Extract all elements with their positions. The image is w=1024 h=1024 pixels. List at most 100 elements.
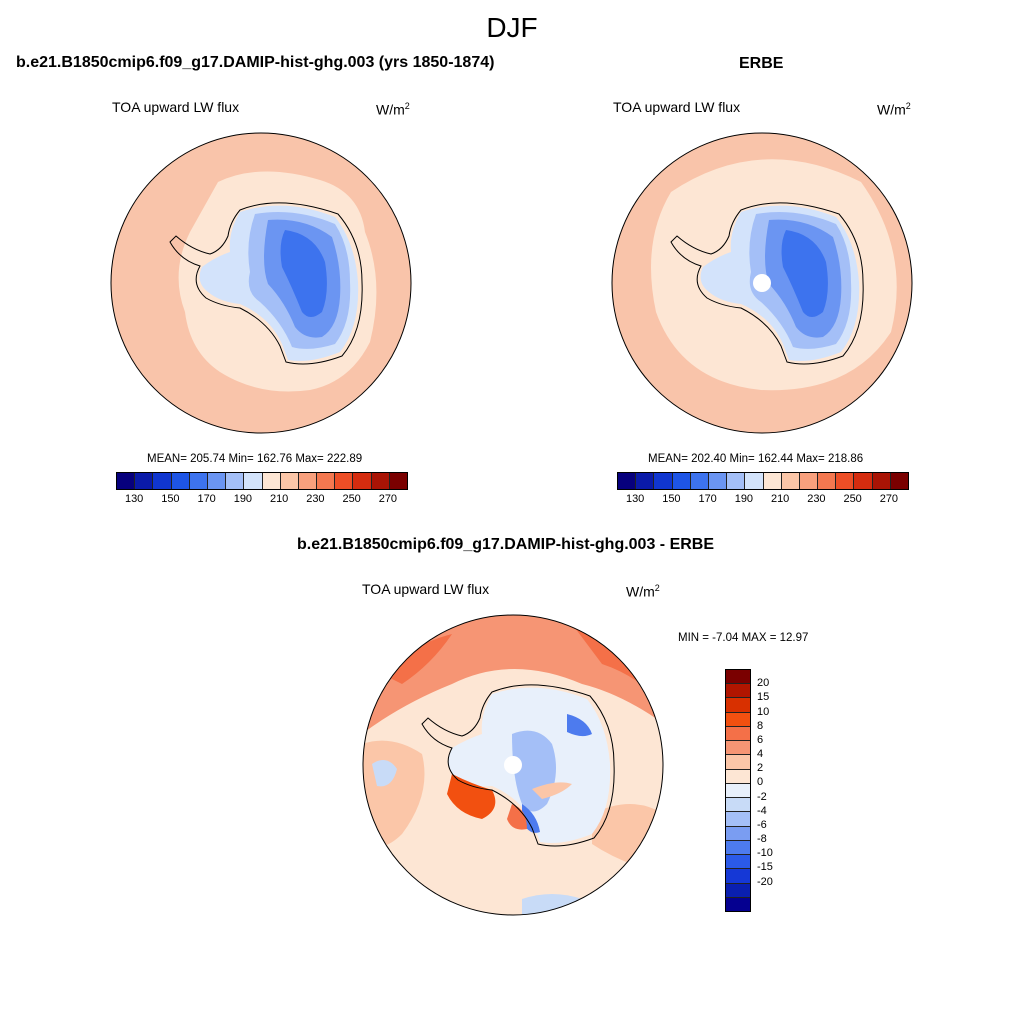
panel2-units: W/m2 [877, 101, 911, 118]
colorbar-swatch [618, 473, 637, 489]
colorbar-tick-label: -10 [757, 847, 773, 860]
colorbar-swatch [153, 473, 172, 489]
colorbar-swatch [726, 726, 750, 742]
panel3-title: b.e21.B1850cmip6.f09_g17.DAMIP-hist-ghg.… [297, 536, 715, 553]
colorbar-swatch [317, 473, 336, 489]
colorbar-swatch [726, 755, 750, 770]
panel3-polar-map [362, 614, 664, 916]
colorbar-tick-label: 8 [757, 719, 764, 732]
panel3-colorbar [725, 669, 751, 912]
colorbar-swatch [207, 473, 227, 489]
colorbar-tick-label: 4 [757, 748, 764, 761]
colorbar-swatch [727, 473, 746, 489]
colorbar-swatch [335, 473, 354, 489]
panel2-colorbar-labels: 130 150 170 190 210 230 250 270 [617, 493, 907, 507]
colorbar-swatch [726, 798, 750, 813]
colorbar-swatch [353, 473, 372, 489]
colorbar-swatch [371, 473, 390, 489]
panel3-units: W/m2 [626, 583, 660, 600]
colorbar-tick-label: -2 [757, 790, 767, 803]
colorbar-swatch [171, 473, 190, 489]
colorbar-tick-label: 130 [625, 493, 645, 505]
colorbar-swatch [836, 473, 855, 489]
colorbar-swatch [726, 826, 750, 841]
colorbar-tick-label: -15 [757, 861, 773, 874]
colorbar-tick-label: 270 [879, 493, 899, 505]
colorbar-swatch [799, 473, 819, 489]
colorbar-swatch [298, 473, 318, 489]
colorbar-tick-label: 10 [757, 705, 770, 718]
colorbar-tick-label: 250 [843, 493, 862, 505]
panel1-colorbar [116, 472, 408, 490]
colorbar-swatch [726, 855, 750, 870]
colorbar-tick-label: 190 [233, 493, 253, 505]
panel2-stats: MEAN= 202.40 Min= 162.44 Max= 218.86 [648, 453, 864, 465]
panel1-stats: MEAN= 205.74 Min= 162.76 Max= 222.89 [147, 453, 363, 465]
colorbar-tick-label: 20 [757, 677, 770, 690]
colorbar-swatch [890, 473, 908, 489]
colorbar-tick-label: 210 [770, 493, 790, 505]
colorbar-tick-label: 2 [757, 762, 764, 775]
colorbar-swatch [726, 769, 750, 784]
panel3-variable-label: TOA upward LW flux [362, 581, 490, 597]
colorbar-tick-label: 190 [734, 493, 754, 505]
colorbar-swatch [244, 473, 263, 489]
colorbar-tick-label: -8 [757, 833, 767, 846]
colorbar-swatch [726, 741, 750, 756]
colorbar-tick-label: 15 [757, 691, 770, 704]
colorbar-tick-label: 6 [757, 733, 764, 746]
panel2-colorbar [617, 472, 909, 490]
colorbar-swatch [726, 897, 750, 911]
colorbar-swatch [135, 473, 154, 489]
panel1-colorbar-labels: 130 150 170 190 210 230 250 270 [116, 493, 406, 507]
panel1-units: W/m2 [376, 101, 410, 118]
colorbar-swatch [818, 473, 837, 489]
colorbar-tick-label: 0 [757, 776, 764, 789]
colorbar-swatch [262, 473, 281, 489]
colorbar-swatch [726, 840, 750, 856]
colorbar-swatch [781, 473, 800, 489]
panel1-polar-map [110, 132, 412, 434]
panel2-title: ERBE [739, 55, 784, 72]
colorbar-tick-label: 150 [662, 493, 681, 505]
colorbar-swatch [763, 473, 782, 489]
colorbar-tick-label: 270 [378, 493, 398, 505]
colorbar-swatch [389, 473, 407, 489]
colorbar-tick-label: 130 [124, 493, 144, 505]
colorbar-tick-label: 170 [698, 493, 717, 505]
colorbar-swatch [672, 473, 691, 489]
colorbar-swatch [726, 712, 750, 727]
panel2-variable-label: TOA upward LW flux [613, 99, 741, 115]
colorbar-tick-label: 230 [807, 493, 826, 505]
colorbar-swatch [726, 684, 750, 699]
colorbar-swatch [189, 473, 208, 489]
colorbar-swatch [726, 783, 750, 799]
colorbar-swatch [726, 883, 750, 898]
colorbar-tick-label: 210 [269, 493, 289, 505]
colorbar-swatch [726, 869, 750, 884]
panel2-polar-map [611, 132, 913, 434]
colorbar-tick-label: 150 [161, 493, 180, 505]
colorbar-swatch [708, 473, 728, 489]
figure-title: DJF [486, 12, 538, 43]
colorbar-swatch [726, 698, 750, 713]
colorbar-swatch [636, 473, 655, 489]
colorbar-swatch [226, 473, 245, 489]
colorbar-tick-label: -4 [757, 804, 767, 817]
colorbar-swatch [726, 812, 750, 827]
panel3-min-max: MIN = -7.04 MAX = 12.97 [678, 632, 809, 644]
colorbar-swatch [726, 670, 750, 685]
colorbar-swatch [745, 473, 764, 489]
panel1-title: b.e21.B1850cmip6.f09_g17.DAMIP-hist-ghg.… [16, 54, 495, 71]
colorbar-tick-label: 230 [306, 493, 325, 505]
colorbar-tick-label: 170 [197, 493, 216, 505]
colorbar-swatch [654, 473, 673, 489]
colorbar-tick-label: -20 [757, 875, 773, 888]
panel1-variable-label: TOA upward LW flux [112, 99, 240, 115]
panel3-colorbar-labels: 20 15 10 8 6 4 2 0 -2 -4 -6 -8 -10 -15 -20 [757, 669, 797, 910]
colorbar-tick-label: 250 [342, 493, 361, 505]
colorbar-swatch [854, 473, 873, 489]
colorbar-tick-label: -6 [757, 818, 767, 831]
colorbar-swatch [280, 473, 299, 489]
colorbar-swatch [690, 473, 709, 489]
